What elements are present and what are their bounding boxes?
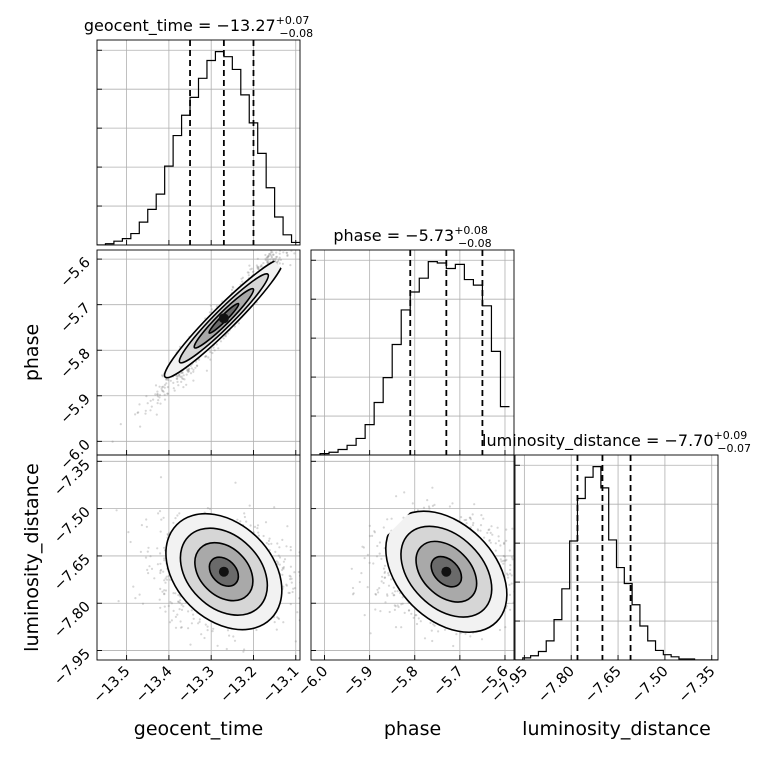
x-tick-label: −7.65 bbox=[582, 664, 625, 707]
density-peak bbox=[441, 566, 452, 577]
histogram-panel-luminosity_distance: luminosity_distance = −7.70+0.09 −0.07 bbox=[482, 429, 751, 661]
x-tick-label: −5.8 bbox=[385, 664, 421, 700]
y-axis-label: luminosity_distance bbox=[21, 463, 43, 652]
x-tick-label: −13.5 bbox=[91, 664, 134, 707]
x-tick-label: −7.35 bbox=[676, 664, 719, 707]
y-tick-label: −7.95 bbox=[51, 646, 94, 689]
x-tick-label: −13.4 bbox=[133, 664, 176, 707]
y-tick-label: −7.65 bbox=[51, 551, 94, 594]
x-tick-label: −13.1 bbox=[260, 664, 303, 707]
histogram-step-line bbox=[515, 466, 718, 660]
x-axis-label: luminosity_distance bbox=[522, 718, 711, 740]
panel-frame bbox=[514, 454, 719, 661]
density-peak bbox=[218, 566, 229, 577]
y-tick-label: −7.80 bbox=[51, 599, 94, 642]
scatter-panel-geocent_time-luminosity_distance bbox=[96, 454, 301, 661]
histogram-title: luminosity_distance = −7.70+0.09 −0.07 bbox=[482, 429, 751, 455]
y-tick-label: −5.6 bbox=[58, 255, 94, 291]
x-tick-label: −7.80 bbox=[535, 664, 578, 707]
x-tick-label: −13.3 bbox=[175, 664, 218, 707]
scatter-panel-phase-luminosity_distance bbox=[310, 454, 515, 661]
y-tick-label: −5.8 bbox=[58, 346, 94, 382]
x-axis-label: geocent_time bbox=[134, 718, 263, 740]
x-tick-label: −13.2 bbox=[218, 664, 261, 707]
x-tick-label: −5.9 bbox=[340, 664, 376, 700]
histogram-step-line bbox=[97, 51, 300, 245]
x-tick-label: −7.50 bbox=[629, 664, 672, 707]
x-tick-label: −6.0 bbox=[295, 664, 331, 700]
histogram-panel-geocent_time: geocent_time = −13.27+0.07 −0.08 bbox=[84, 14, 313, 246]
panel-frame bbox=[96, 39, 301, 246]
y-tick-label: −7.50 bbox=[51, 504, 94, 547]
density-peak bbox=[218, 313, 229, 324]
histogram-title: phase = −5.73+0.08 −0.08 bbox=[333, 224, 491, 250]
y-tick-label: −5.9 bbox=[58, 391, 94, 427]
y-tick-label: −5.7 bbox=[58, 300, 94, 336]
x-axis-label: phase bbox=[384, 718, 441, 740]
x-tick-label: −5.7 bbox=[430, 664, 466, 700]
histogram-panel-phase: phase = −5.73+0.08 −0.08 bbox=[310, 224, 515, 456]
histogram-title: geocent_time = −13.27+0.07 −0.08 bbox=[84, 14, 313, 40]
panel-frame bbox=[310, 454, 515, 661]
panel-frame bbox=[310, 249, 515, 456]
scatter-panel-geocent_time-phase bbox=[96, 249, 301, 456]
y-axis-label: phase bbox=[21, 324, 43, 381]
panel-frame bbox=[96, 454, 301, 661]
